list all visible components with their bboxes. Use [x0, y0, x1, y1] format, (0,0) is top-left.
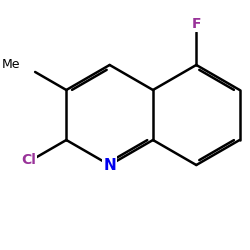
Text: Cl: Cl [21, 153, 36, 167]
Text: F: F [192, 17, 201, 31]
Text: N: N [103, 158, 116, 172]
Text: Me: Me [2, 58, 21, 71]
